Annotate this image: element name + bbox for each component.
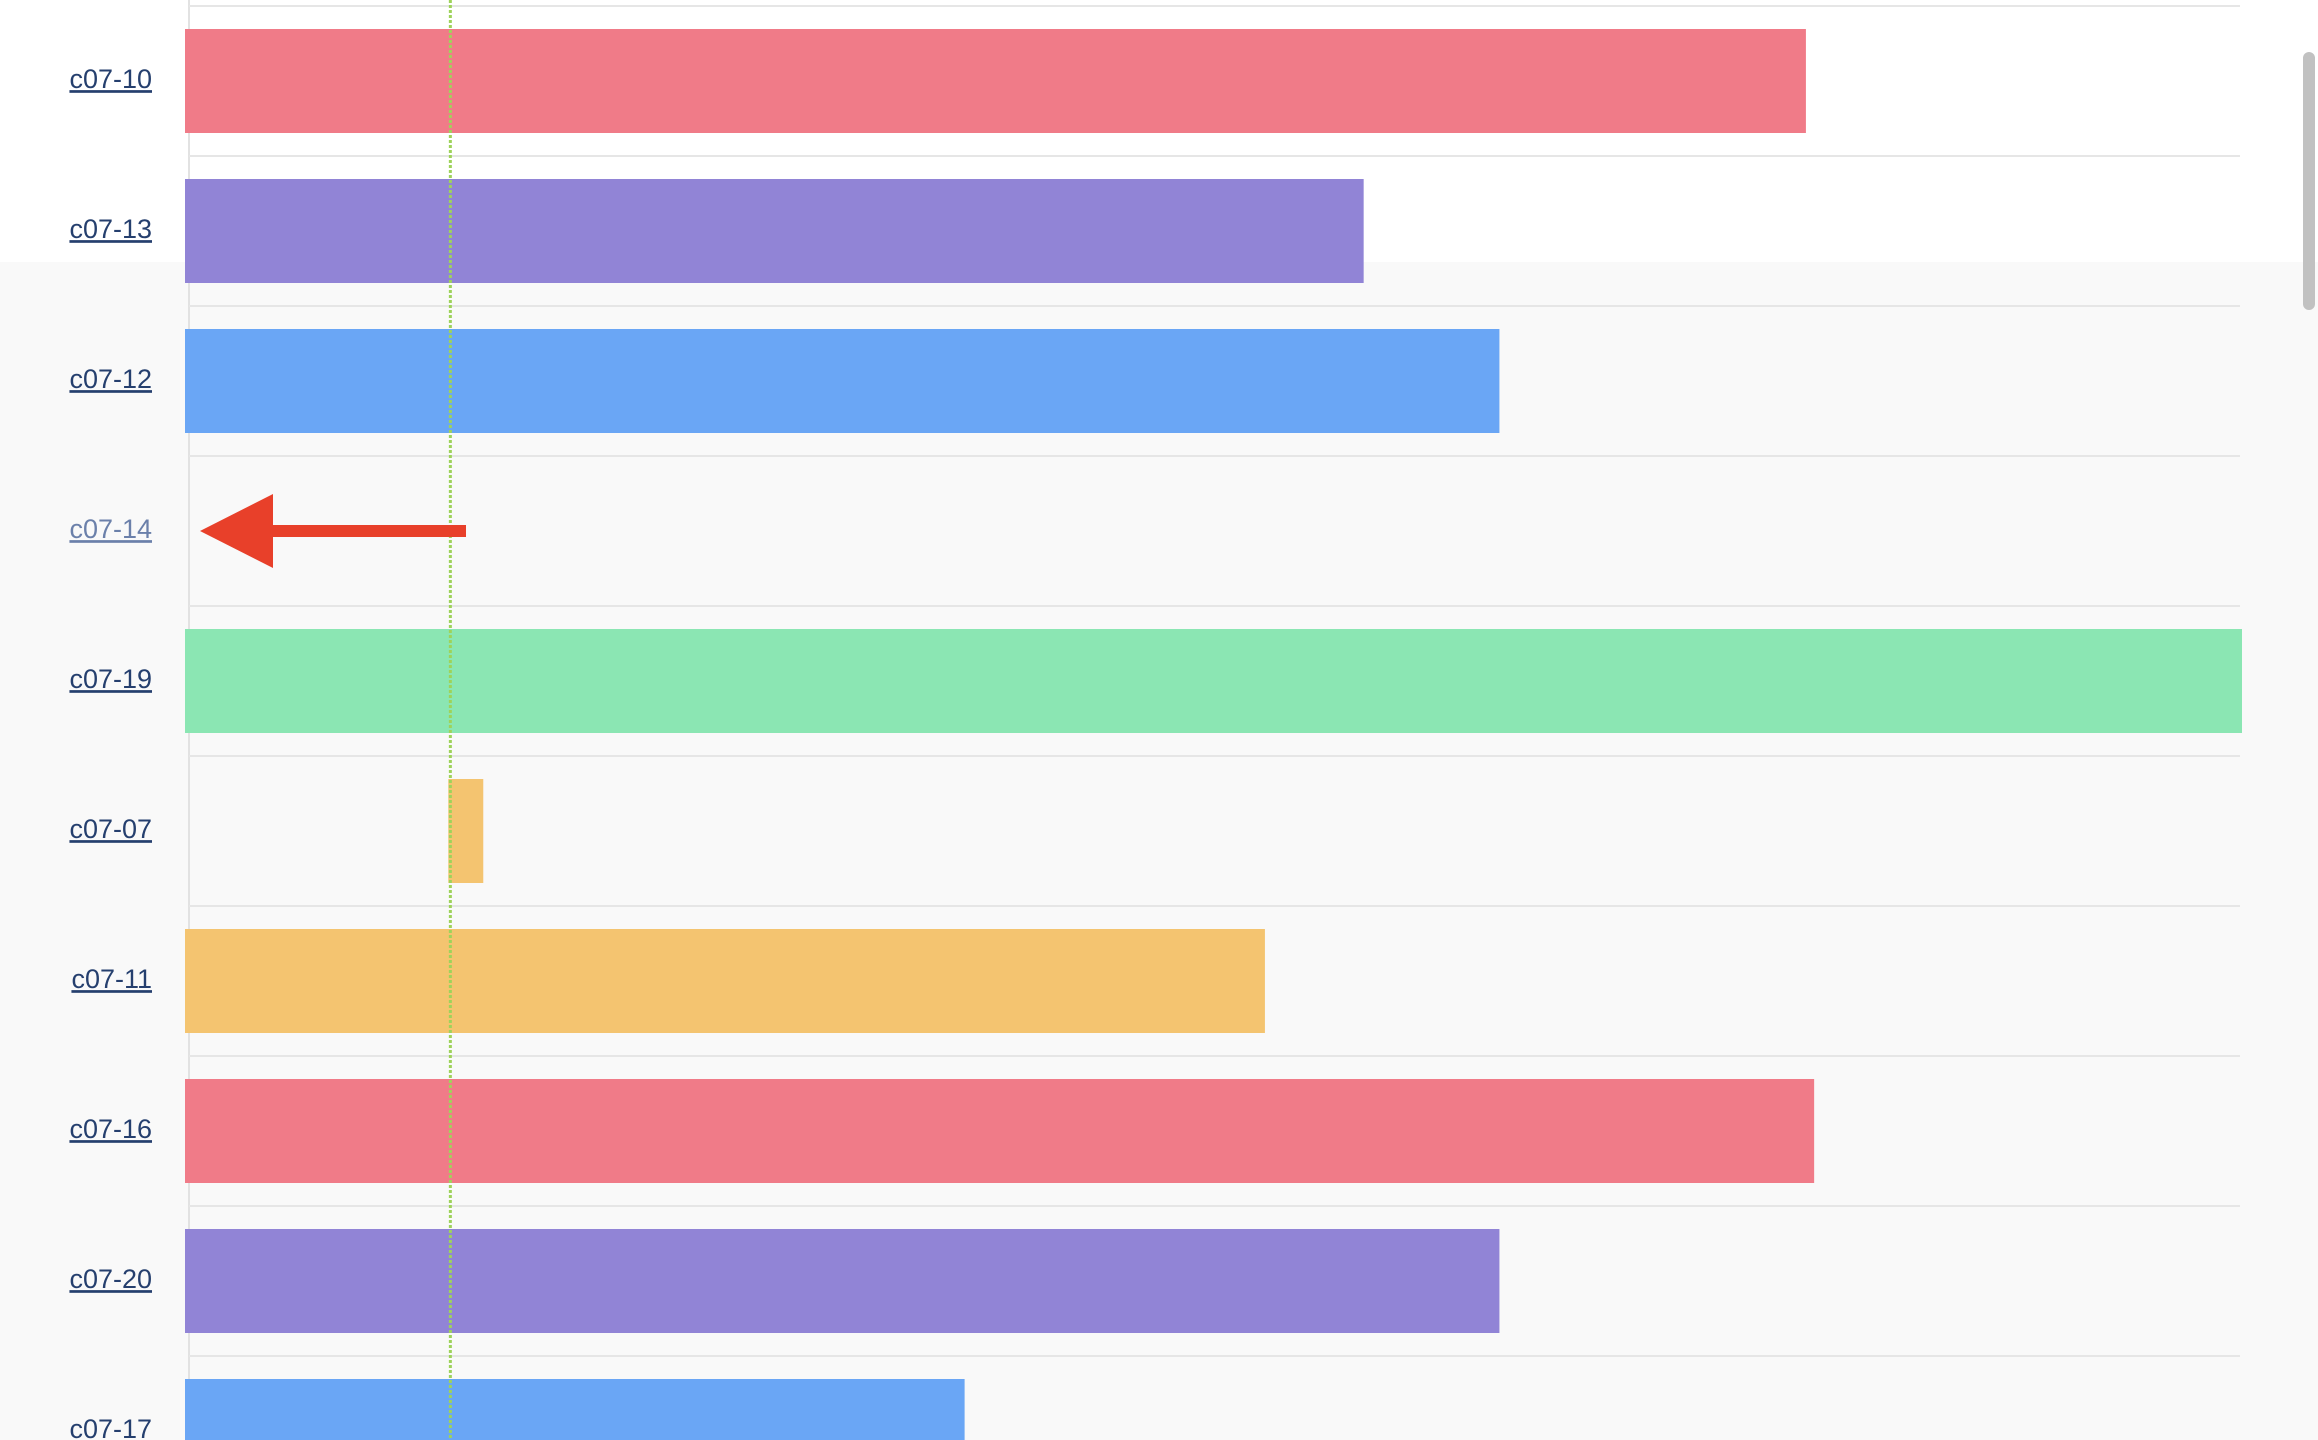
bar[interactable] <box>185 1079 1815 1183</box>
row-label[interactable]: c07-16 <box>69 1114 152 1144</box>
bar[interactable] <box>448 779 484 883</box>
bar[interactable] <box>185 629 2242 733</box>
row-label[interactable]: c07-19 <box>69 664 152 694</box>
row-label[interactable]: c07-13 <box>69 214 152 244</box>
row-label[interactable]: c07-20 <box>69 1264 152 1294</box>
row-label[interactable]: c07-07 <box>69 814 152 844</box>
rows: c07-10 c07-13 c07-12 c07-14 c07-19 c07-07 c07-… <box>69 5 2242 1440</box>
row-label[interactable]: c07-14 <box>69 514 152 544</box>
scrollbar-thumb[interactable] <box>2303 52 2315 310</box>
bar[interactable] <box>185 329 1500 433</box>
bar[interactable] <box>185 1229 1500 1333</box>
bar[interactable] <box>185 179 1364 283</box>
bar[interactable] <box>185 1379 965 1440</box>
bar[interactable] <box>185 29 1806 133</box>
row-label[interactable]: c07-12 <box>69 364 152 394</box>
arrow-head <box>200 494 273 568</box>
bar[interactable] <box>185 929 1265 1033</box>
row-label[interactable]: c07-10 <box>69 64 152 94</box>
row-label[interactable]: c07-17 <box>69 1414 152 1440</box>
row-label[interactable]: c07-11 <box>71 964 152 994</box>
arrow-shaft <box>265 525 466 537</box>
overlay <box>200 0 466 1440</box>
